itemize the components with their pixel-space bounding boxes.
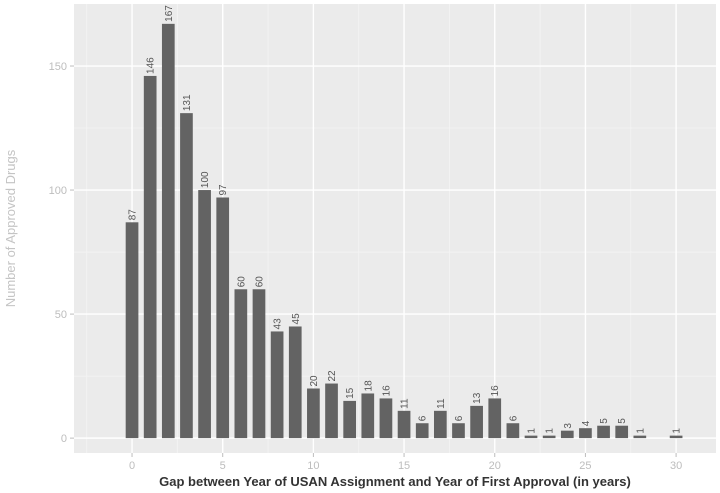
y-tick-label: 50 — [55, 309, 67, 321]
bar — [161, 23, 175, 439]
bar-value-label: 60 — [254, 276, 265, 288]
bar — [198, 190, 211, 439]
bar-value-label: 22 — [327, 370, 338, 382]
bar — [669, 435, 683, 439]
x-tick-label: 5 — [220, 460, 226, 472]
bar-value-label: 6 — [418, 415, 429, 421]
bar-value-label: 6 — [508, 415, 519, 421]
x-tick-label: 25 — [579, 460, 591, 472]
bar-value-label: 43 — [273, 318, 284, 330]
bar — [633, 435, 647, 439]
bar — [325, 383, 338, 439]
y-tick-label: 0 — [61, 433, 67, 445]
bar-value-label: 6 — [454, 415, 465, 421]
bar — [433, 410, 447, 439]
bar-value-label: 16 — [490, 385, 501, 397]
bar — [452, 423, 465, 439]
bar-value-label: 87 — [128, 209, 139, 221]
bar — [234, 289, 248, 439]
bar — [597, 425, 610, 439]
x-axis-ticks: 0 5 10 15 20 25 30 — [129, 453, 682, 472]
bar — [343, 400, 357, 439]
bar — [288, 326, 302, 439]
bar — [379, 398, 393, 439]
bar — [524, 435, 538, 439]
y-tick-label: 150 — [49, 61, 67, 73]
bar — [615, 425, 629, 439]
bar-value-label: 4 — [581, 420, 592, 426]
bar — [270, 331, 284, 439]
bar — [560, 430, 574, 439]
x-tick-label: 20 — [489, 460, 501, 472]
bar — [180, 113, 193, 439]
bar-value-label: 5 — [599, 418, 610, 424]
bar — [506, 423, 520, 439]
bar-value-label: 60 — [236, 276, 247, 288]
bar — [361, 393, 375, 439]
bar-value-label: 16 — [381, 385, 392, 397]
bar-value-label: 167 — [164, 5, 175, 22]
bar-value-label: 11 — [400, 398, 411, 409]
bar — [252, 289, 266, 439]
x-tick-label: 0 — [129, 460, 135, 472]
bar-value-label: 1 — [545, 428, 556, 434]
bar-value-label: 45 — [291, 313, 302, 325]
x-axis-title: Gap between Year of USAN Assignment and … — [159, 474, 631, 489]
bar-value-label: 13 — [472, 392, 483, 404]
x-tick-label: 10 — [307, 460, 319, 472]
bar-value-label: 1 — [635, 428, 646, 434]
bar-value-label: 15 — [345, 387, 356, 399]
bar-value-label: 1 — [527, 428, 538, 434]
bar — [542, 435, 556, 439]
bar — [397, 410, 411, 439]
bar — [125, 222, 139, 439]
bar — [470, 405, 483, 439]
bar — [216, 197, 230, 439]
bar — [143, 75, 157, 439]
bar — [307, 388, 320, 439]
x-tick-label: 30 — [670, 460, 682, 472]
bar-value-label: 11 — [436, 398, 447, 409]
bar-value-label: 18 — [363, 380, 374, 392]
bar-value-label: 97 — [218, 184, 229, 196]
bar — [488, 398, 502, 439]
y-tick-label: 100 — [49, 185, 67, 197]
bars — [125, 23, 683, 439]
bar-value-label: 100 — [200, 171, 211, 188]
bar-value-label: 1 — [672, 428, 683, 434]
bar-value-label: 20 — [309, 375, 320, 387]
bar — [415, 423, 429, 439]
bar — [579, 428, 592, 439]
bar-value-label: 5 — [617, 418, 628, 424]
y-axis-title: Number of Approved Drugs — [3, 149, 18, 307]
bar-value-label: 146 — [146, 57, 157, 74]
y-axis-ticks: 0 50 100 150 — [49, 61, 74, 445]
x-tick-label: 15 — [398, 460, 410, 472]
bar-value-label: 131 — [182, 94, 193, 111]
bar-value-label: 3 — [563, 423, 574, 429]
